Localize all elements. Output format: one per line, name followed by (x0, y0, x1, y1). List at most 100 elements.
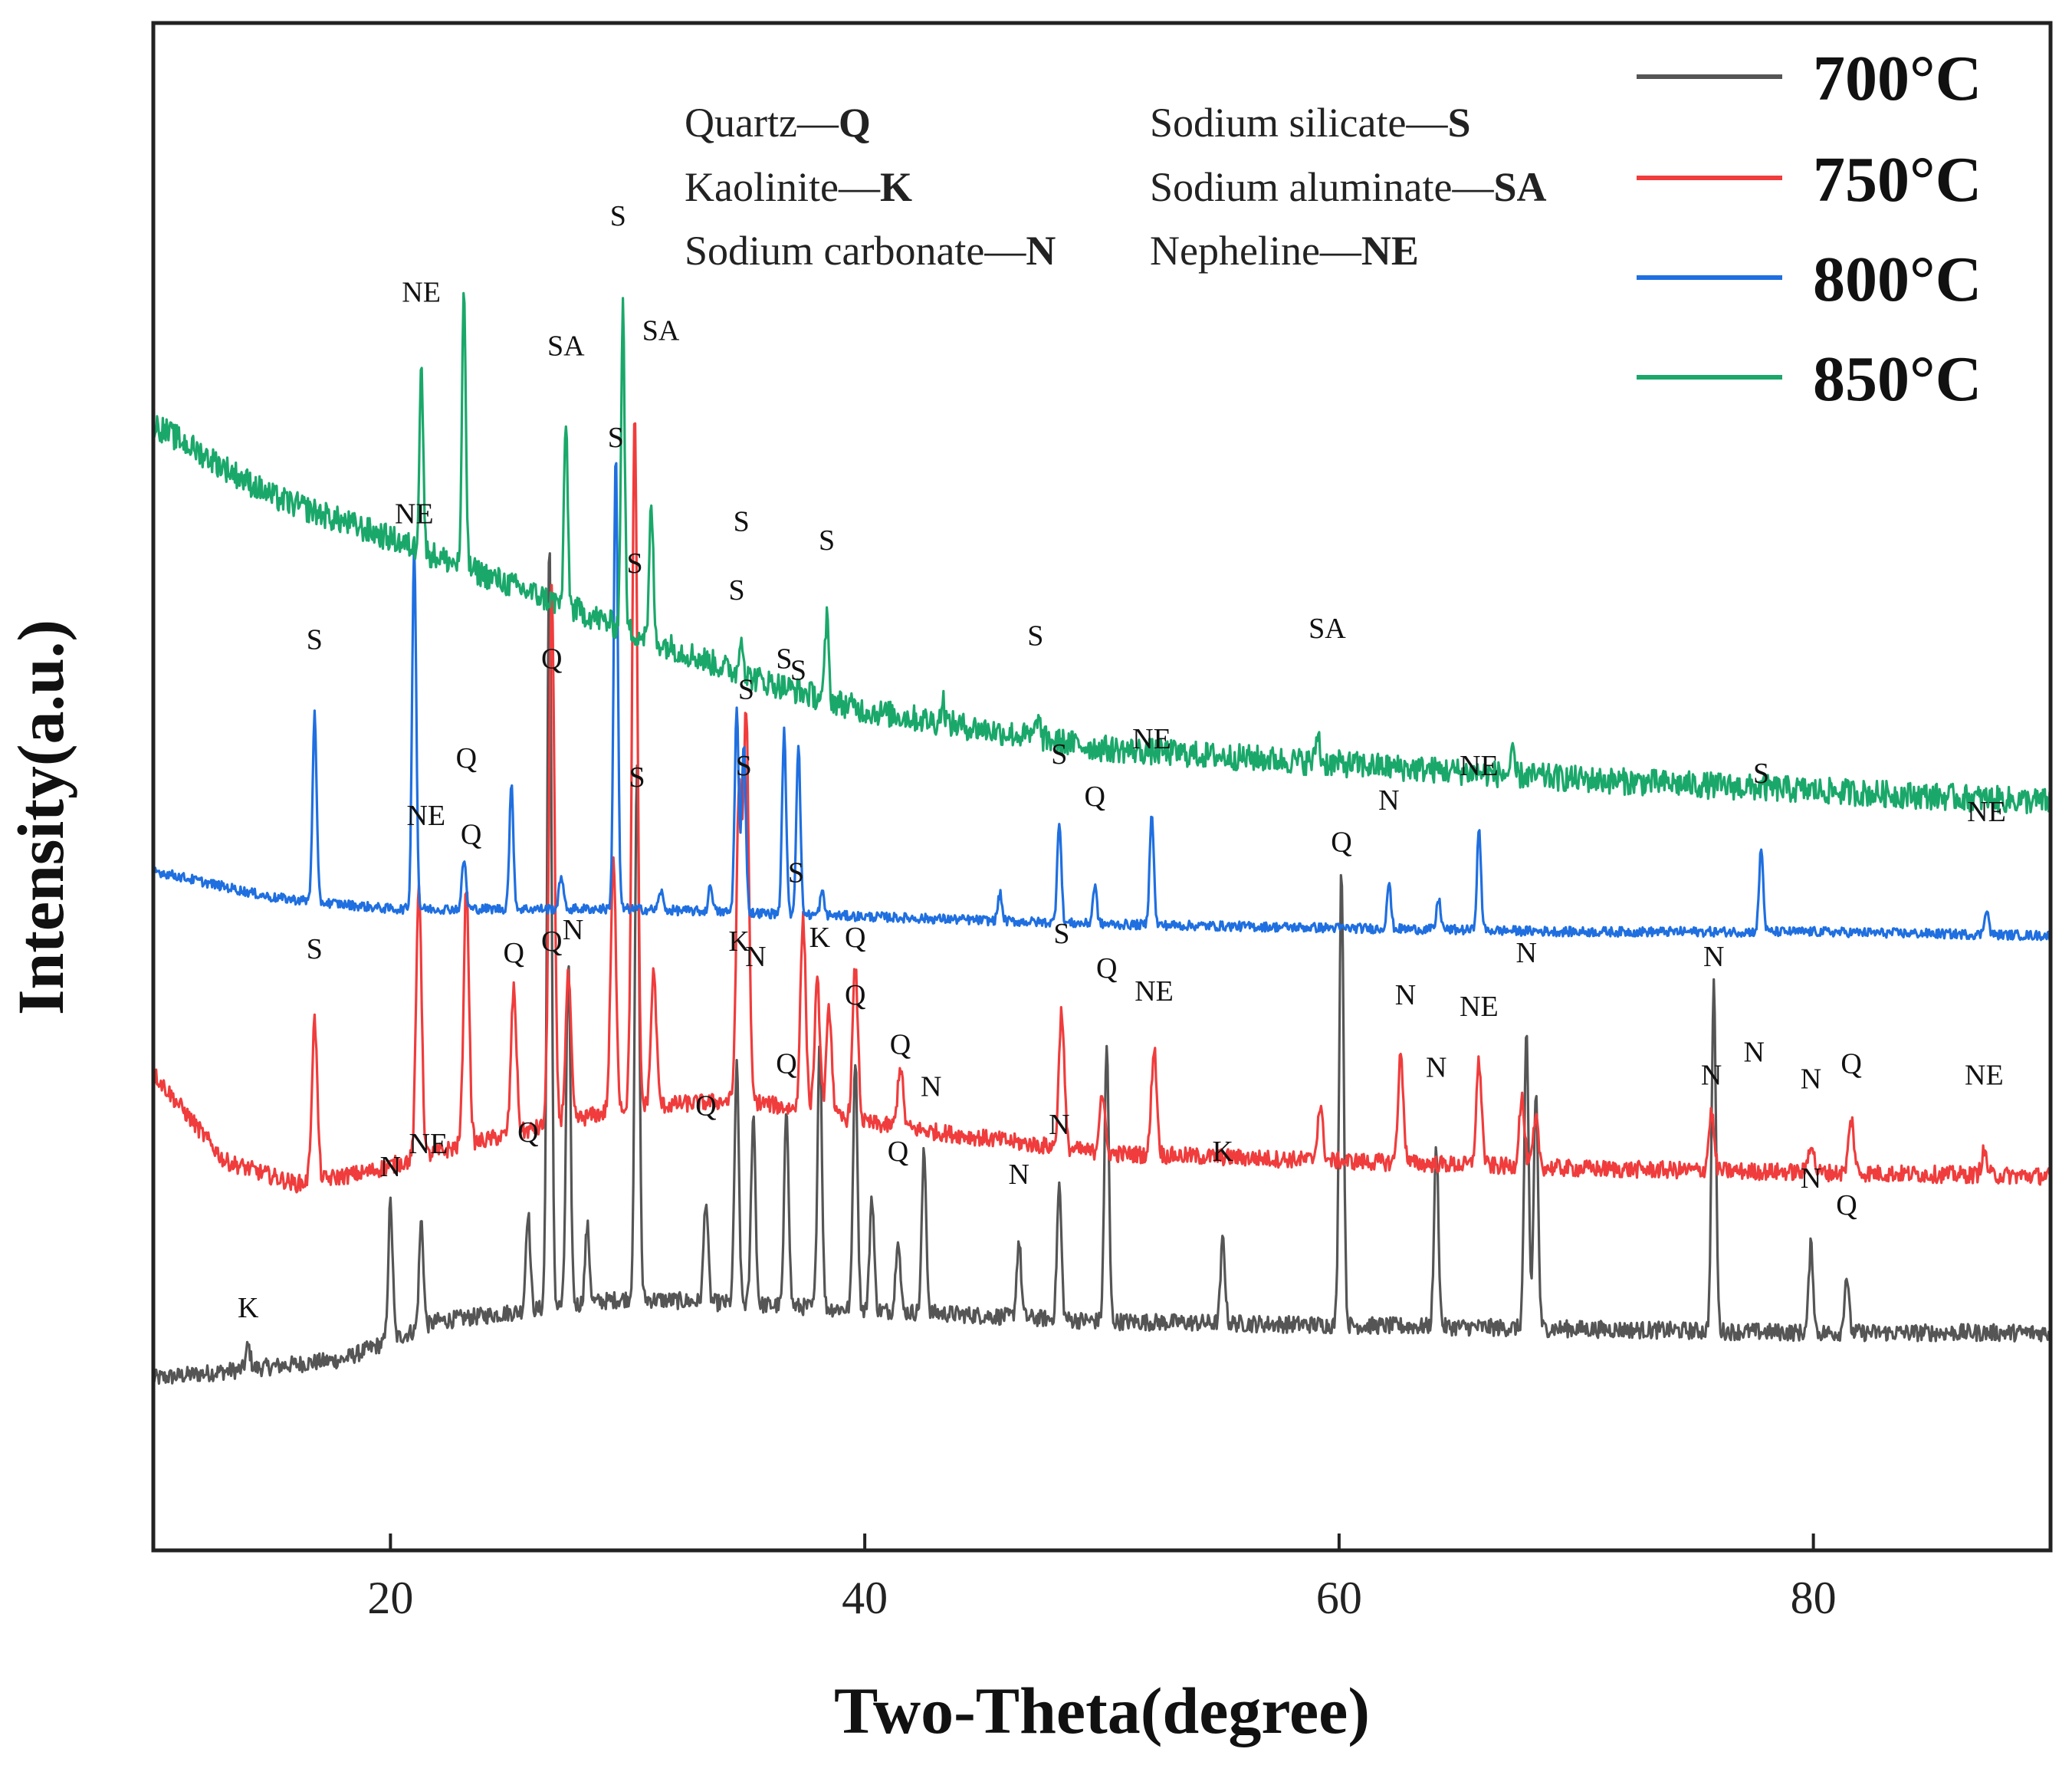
legend-label-3: 800°C (1813, 244, 1982, 315)
peak-label: S (819, 524, 835, 557)
peak-label: K (1213, 1136, 1234, 1168)
phase-key-item: Quartz—Q (685, 100, 871, 146)
peak-label: S (1053, 918, 1069, 950)
peak-label: SA (1309, 613, 1346, 645)
legend-label-1: 700°C (1813, 43, 1982, 114)
phase-key-symbol: N (1026, 228, 1056, 274)
peak-label: S (307, 933, 323, 965)
peak-label: NE (1460, 750, 1499, 782)
peak-label: Q (1096, 952, 1117, 985)
peak-label: S (629, 761, 645, 794)
peak-label: Q (1084, 781, 1105, 813)
x-tick-label-20: 20 (367, 1573, 413, 1623)
phase-key-name: Sodium carbonate— (685, 228, 1026, 274)
peak-label: N (745, 941, 766, 973)
x-tick-label-40: 40 (842, 1573, 888, 1623)
peak-label: Q (845, 979, 865, 1011)
series-line-3 (152, 462, 2052, 942)
phase-key-item: Sodium aluminate—SA (1150, 164, 1546, 210)
x-axis-ticks: 20 40 60 80 (367, 1534, 1837, 1623)
peak-label: N (1801, 1162, 1821, 1195)
peak-label: NE (395, 498, 434, 530)
peak-label: K (238, 1292, 259, 1324)
peak-label: S (1051, 738, 1067, 771)
peak-label: NE (1132, 723, 1171, 755)
phase-key-name: Sodium silicate— (1150, 100, 1448, 146)
peak-label: S (790, 655, 806, 687)
legend-label-2: 750°C (1813, 144, 1982, 215)
peak-label: S (788, 857, 804, 889)
phase-key-name: Sodium aluminate— (1150, 164, 1494, 210)
peak-label: N (921, 1070, 941, 1103)
peak-label: SA (642, 314, 680, 347)
peak-label: Q (695, 1090, 716, 1122)
peak-label: S (610, 200, 626, 232)
peak-label: NE (409, 1128, 448, 1160)
x-tick-label-80: 80 (1791, 1573, 1837, 1623)
peak-label: N (1008, 1159, 1029, 1191)
peak-label: Q (888, 1136, 908, 1168)
peak-label: Q (541, 643, 562, 676)
legend: 700°C 750°C 800°C 850°C (1637, 43, 1982, 415)
phase-key-item: Kaolinite—K (685, 164, 912, 210)
peak-label: N (1049, 1109, 1069, 1141)
phase-key-item: Nepheline—NE (1150, 228, 1419, 274)
phase-key-name: Nepheline— (1150, 228, 1362, 274)
phase-key-symbol: K (880, 164, 912, 210)
phase-key-name: Kaolinite— (685, 164, 881, 210)
phase-key-item: Sodium silicate—S (1150, 100, 1471, 146)
peak-label: Q (541, 925, 562, 958)
peak-label: N (1516, 937, 1537, 969)
peak-label: N (380, 1151, 401, 1183)
legend-label-4: 850°C (1813, 344, 1982, 415)
peak-label: N (563, 914, 583, 946)
peak-label: Q (461, 819, 481, 851)
peak-label: NE (1135, 975, 1174, 1008)
peak-label: S (608, 422, 624, 454)
phase-key-symbol: Q (839, 100, 871, 146)
peak-label: Q (776, 1048, 796, 1080)
peak-label: N (1395, 979, 1416, 1011)
peak-label: Q (504, 937, 524, 969)
peak-label: K (728, 925, 750, 958)
phase-key-symbol: S (1447, 100, 1470, 146)
peak-label: NE (1967, 796, 2006, 828)
y-axis-title: Intensity(a.u.) (4, 620, 77, 1015)
peak-label: Q (1331, 827, 1351, 859)
peak-label: S (776, 643, 792, 676)
x-axis-title: Two-Theta(degree) (834, 1674, 1370, 1747)
series-layer (152, 291, 2052, 1386)
peak-label: N (1378, 784, 1399, 817)
phase-key-symbol: SA (1493, 164, 1546, 210)
peak-label: Q (890, 1029, 911, 1061)
peak-label: NE (402, 277, 441, 309)
peak-label: Q (456, 742, 477, 774)
peak-label: S (626, 547, 642, 580)
peak-label: Q (1841, 1048, 1861, 1080)
phase-key-name: Quartz— (685, 100, 839, 146)
series-line-1 (152, 552, 2052, 1386)
peak-label: Q (845, 922, 865, 954)
phase-key-item: Sodium carbonate—N (685, 228, 1056, 274)
peak-label: S (736, 750, 752, 782)
peak-label: S (738, 673, 754, 705)
peak-label: S (734, 505, 750, 537)
peak-label: N (1703, 941, 1724, 973)
peak-label: K (809, 922, 831, 954)
peak-label: SA (547, 330, 585, 362)
peak-label: N (1801, 1063, 1821, 1095)
peak-label: S (1027, 620, 1043, 653)
peak-label: Q (517, 1116, 538, 1149)
peak-label: S (728, 574, 744, 607)
peak-label: S (1753, 758, 1769, 790)
series-line-4 (152, 291, 2052, 815)
peak-label: NE (1460, 991, 1499, 1023)
peak-label: Q (1836, 1189, 1857, 1221)
x-tick-label-60: 60 (1316, 1573, 1362, 1623)
phase-key-symbol: NE (1361, 228, 1419, 274)
peak-label: N (1744, 1037, 1765, 1069)
peak-label: N (1426, 1051, 1446, 1083)
